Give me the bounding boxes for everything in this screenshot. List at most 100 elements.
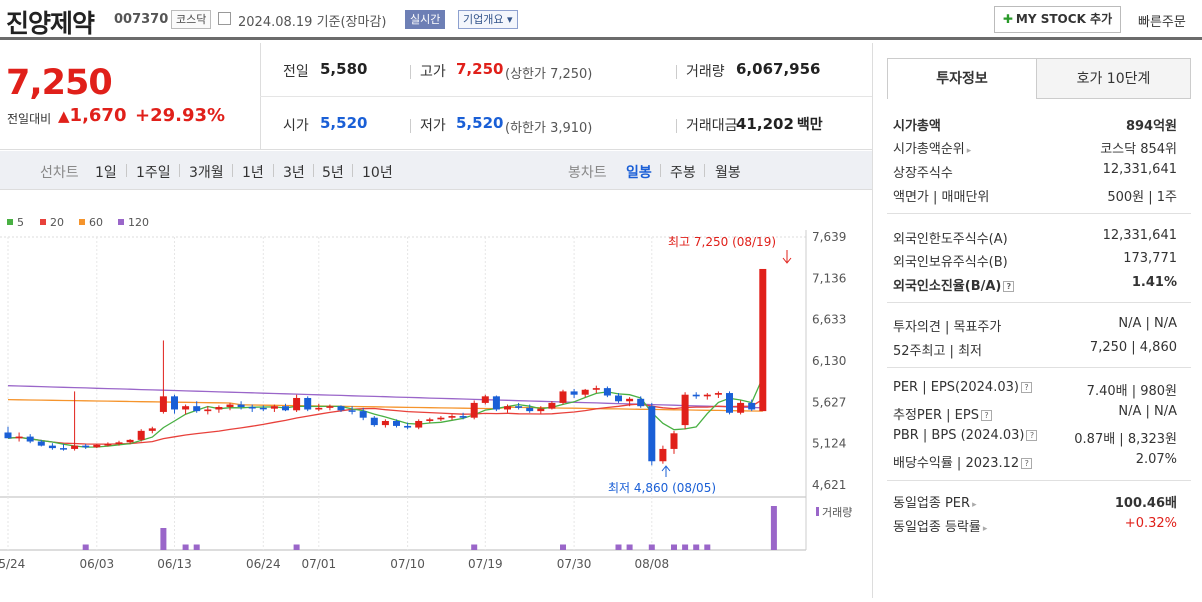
help-icon[interactable]: ? <box>1003 281 1015 292</box>
period-3m[interactable]: 3개월 <box>189 165 224 181</box>
sector-per-label-text: 동일업종 PER <box>893 496 971 511</box>
my-stock-add-button[interactable]: ✚ MY STOCK 추가 <box>994 6 1121 33</box>
y-tick-label: 7,639 <box>812 230 846 244</box>
help-icon[interactable]: ? <box>1026 430 1038 441</box>
volume-bar <box>160 528 167 550</box>
candle-body <box>93 444 101 448</box>
period-1w[interactable]: 1주일 <box>136 165 171 181</box>
period-5y[interactable]: 5년 <box>322 165 344 181</box>
candle-daily[interactable]: 일봉 <box>626 165 652 181</box>
divider <box>410 65 411 79</box>
divider <box>410 119 411 133</box>
candle-body <box>681 394 689 426</box>
rank-value: 코스닥 854위 <box>1100 142 1177 157</box>
candle-body <box>492 396 500 410</box>
legend-ma20-swatch <box>40 219 46 225</box>
candle-body <box>115 442 123 444</box>
help-icon[interactable]: ? <box>980 410 992 421</box>
divider <box>273 164 274 177</box>
candle-body <box>137 430 145 440</box>
help-icon[interactable]: ? <box>1020 382 1032 393</box>
chevron-right-icon: ▸ <box>966 146 972 156</box>
candle-body <box>459 416 467 418</box>
candle-body <box>515 406 523 408</box>
max-arrow-icon <box>782 250 792 264</box>
divider <box>352 164 353 177</box>
candle-body <box>215 407 223 410</box>
candle-body <box>326 406 334 408</box>
sector-rate-label-text: 동일업종 등락률 <box>893 520 981 535</box>
foreign-hold-label: 외국인보유주식수(B) <box>893 255 1008 270</box>
x-tick-label: 08/08 <box>635 557 670 571</box>
period-10y[interactable]: 10년 <box>362 165 393 181</box>
opinion-value: N/A | N/A <box>1118 316 1177 331</box>
face-value: 500원 | 1주 <box>1107 190 1177 205</box>
period-1d[interactable]: 1일 <box>95 165 117 181</box>
volume-bar <box>770 506 777 550</box>
pbr-label: PBR | BPS (2024.03)? <box>893 428 1038 443</box>
candle-weekly[interactable]: 주봉 <box>670 165 696 181</box>
volume-bar <box>293 544 300 550</box>
prev-label: 전일 <box>283 64 309 80</box>
volume-bar <box>704 544 711 550</box>
legend-ma60: 60 <box>89 216 103 229</box>
ma5-line <box>7 377 764 448</box>
candle-body <box>282 406 289 411</box>
chevron-right-icon: ▸ <box>972 500 977 510</box>
realtime-button[interactable]: 실시간 <box>405 10 446 29</box>
tab-invest-info[interactable]: 투자정보 <box>887 58 1037 99</box>
per-label-text: PER | EPS(2024.03) <box>893 380 1019 395</box>
dividend-value: 2.07% <box>1135 452 1177 467</box>
market-badge: 코스닥 <box>171 10 212 29</box>
ma120-line <box>7 385 763 409</box>
period-3y[interactable]: 3년 <box>283 165 305 181</box>
sector-rate-label[interactable]: 동일업종 등락률 ▸ <box>893 516 987 535</box>
candle-monthly[interactable]: 월봉 <box>715 165 741 181</box>
y-axis: 4,621 5,124 5,627 6,130 6,633 7,136 7,639 <box>812 230 846 492</box>
est-per-value: N/A | N/A <box>1118 404 1177 419</box>
divider <box>887 367 1191 368</box>
lower-limit: (하한가 3,910) <box>505 121 593 136</box>
min-annotation: 최저 4,860 (08/05) <box>608 481 716 495</box>
company-overview-dropdown[interactable]: 기업개요 ▾ <box>458 10 518 29</box>
chart-svg: 5 20 60 120 4,621 5,124 5,627 6,130 6,633 7,1… <box>0 216 852 571</box>
diff-label: 전일대비 <box>7 112 52 126</box>
volume-bar <box>648 544 655 550</box>
candle-body <box>404 425 412 428</box>
candle-body <box>60 448 67 450</box>
candle-body <box>714 393 722 395</box>
candle-body <box>748 402 756 410</box>
est-per-label: 추정PER | EPS? <box>893 404 992 423</box>
volume-value: 6,067,956 <box>736 60 821 78</box>
prev-value: 5,580 <box>320 60 368 78</box>
candle-body <box>4 432 12 439</box>
high-label: 고가 <box>420 64 446 80</box>
x-tick-label: 07/30 <box>557 557 592 571</box>
rank-label[interactable]: 시가총액순위 ▸ <box>893 138 971 157</box>
price-summary: 7,250 전일대비 ▲1,670 +29.93% 전일 5,580 고가 7,… <box>0 43 872 150</box>
foreign-rate-value: 1.41% <box>1131 275 1177 290</box>
candle-body <box>126 439 134 443</box>
sector-per-value: 100.46배 <box>1114 496 1177 511</box>
per-label: PER | EPS(2024.03)? <box>893 380 1032 395</box>
foreign-limit-label: 외국인한도주식수(A) <box>893 232 1008 247</box>
candle-body <box>526 407 534 412</box>
candle-body <box>448 416 456 418</box>
quick-order-link[interactable]: 빠른주문 <box>1138 15 1186 30</box>
week52-label: 52주최고 | 최저 <box>893 344 982 359</box>
upper-limit: (상한가 7,250) <box>505 67 593 82</box>
help-icon[interactable]: ? <box>1021 458 1033 469</box>
candle-body <box>659 448 667 462</box>
candle-body <box>270 406 278 409</box>
sector-per-label[interactable]: 동일업종 PER ▸ <box>893 492 977 511</box>
candle-body <box>226 404 234 408</box>
candle-body <box>437 417 445 420</box>
divider <box>313 164 314 177</box>
amount-value: 41,202 백만 <box>736 114 823 134</box>
period-1y[interactable]: 1년 <box>242 165 264 181</box>
calendar-icon <box>218 12 231 25</box>
volume-bar <box>626 544 633 550</box>
tab-order-book[interactable]: 호가 10단계 <box>1036 58 1191 99</box>
divider <box>660 164 661 177</box>
invest-info-panel: 투자정보 호가 10단계 시가총액 894억원 시가총액순위 ▸ 코스닥 854위… <box>872 43 1202 598</box>
